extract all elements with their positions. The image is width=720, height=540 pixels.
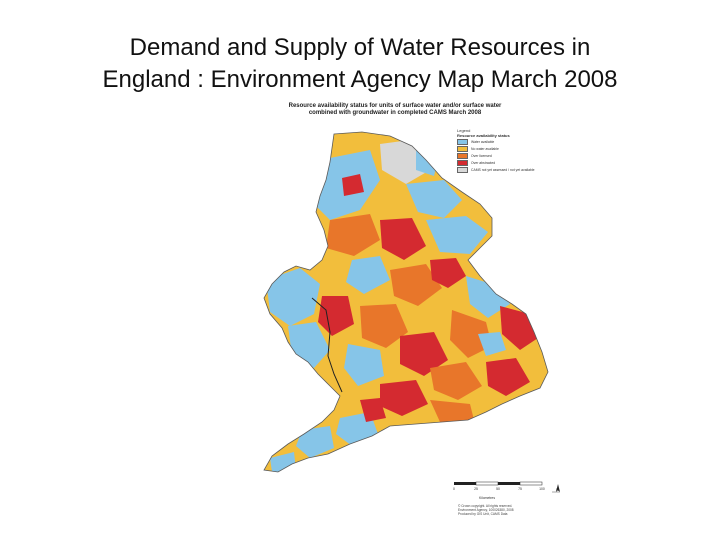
legend-swatch <box>457 160 468 166</box>
legend-item: No water available <box>457 146 560 152</box>
scale-tick-label: 25 <box>474 487 478 491</box>
map-heading-line-1: Resource availability status for units o… <box>288 103 502 109</box>
map-heading: Resource availability status for units o… <box>230 103 560 117</box>
england-wales-border <box>311 297 343 393</box>
credit-line: © Crown copyright. All rights reserved. <box>458 504 513 508</box>
legend-swatch <box>457 167 468 173</box>
slide-title-line-1: Demand and Supply of Water Resources in <box>129 34 591 61</box>
scale-bar <box>454 481 543 486</box>
legend-item: Over abstracted <box>457 160 560 166</box>
legend-item: CAMS not yet assessed / not yet availabl… <box>457 167 560 173</box>
north-label: N <box>556 487 559 492</box>
scale-tick-label: 50 <box>496 487 500 491</box>
legend-heading: Legend <box>457 128 471 133</box>
scale-tick-label: 75 <box>518 487 522 491</box>
legend-subheading: Resource availability status <box>457 133 510 138</box>
legend-label: Over licensed <box>471 154 492 158</box>
scale-tick-label: 100 <box>539 487 545 491</box>
legend-label: Water available <box>471 140 495 144</box>
england-wales-map <box>263 131 560 493</box>
slide-title-line-2: England : Environment Agency Map March 2… <box>102 66 618 93</box>
coastline-outline <box>263 131 549 473</box>
north-arrow-icon <box>552 484 560 493</box>
map-credits: © Crown copyright. All rights reserved. … <box>458 504 560 516</box>
legend-label: No water available <box>471 147 499 151</box>
legend-label: CAMS not yet assessed / not yet availabl… <box>471 168 535 172</box>
scale-bar-labels: 0 25 50 75 100 <box>452 487 545 492</box>
scale-unit: Kilometres <box>479 496 496 500</box>
map-figure: Resource availability status for units o… <box>230 100 560 525</box>
legend-swatch <box>457 153 468 159</box>
credit-line: Environment Agency, 100026380, 2008 <box>458 508 514 512</box>
map-heading-line-2: combined with groundwater in completed C… <box>308 110 482 116</box>
slide-title: Demand and Supply of Water Resources in … <box>0 32 720 96</box>
legend-item: Over licensed <box>457 153 560 159</box>
legend: Legend Resource availability status Wate… <box>457 128 560 173</box>
legend-item: Water available <box>457 139 560 145</box>
legend-swatch <box>457 139 468 145</box>
credit-line: Produced by GIS Unit, CAMS Data <box>458 512 508 516</box>
legend-swatch <box>457 146 468 152</box>
scale-tick-label: 0 <box>453 487 455 491</box>
legend-label: Over abstracted <box>471 161 496 165</box>
